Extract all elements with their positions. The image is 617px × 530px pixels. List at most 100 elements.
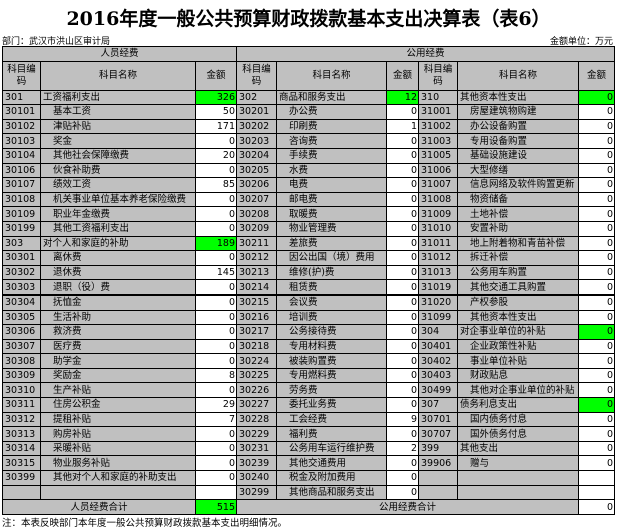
amount-cell: 0 (386, 177, 419, 193)
subject-code: 304 (418, 324, 458, 340)
code-header: 科目编码 (2, 60, 41, 91)
subject-code: 31006 (418, 162, 458, 179)
table-row: 30103 奖金 0 30203 咨询费 0 31003 专用设备购置 0 (2, 133, 615, 149)
subject-code: 30211 (236, 235, 277, 252)
subject-name: 对个人和家庭的补助 (40, 235, 196, 252)
expenditure-table: 人员经费 公用经费 科目编码 科目名称 金额 科目编码 科目名称 金额 科目编码… (2, 46, 615, 515)
amount-cell: 0 (195, 162, 237, 179)
amount-cell: 0 (195, 279, 237, 296)
subject-code: 30312 (2, 411, 41, 428)
subject-name: 其他对个人和家庭的补助支出 (40, 470, 196, 486)
subject-name: 土地补偿 (457, 206, 579, 222)
subject-code: 30102 (2, 118, 41, 135)
amount-cell: 0 (578, 455, 615, 472)
footnote: 注：本表反映部门本年度一般公共预算财政拨款基本支出明细情况。 (2, 518, 288, 529)
subject-code: 30227 (236, 397, 277, 413)
subject-code: 30401 (418, 338, 458, 355)
subject-code: 30213 (236, 264, 277, 281)
amount-cell: 0 (195, 250, 237, 266)
amount-cell: 0 (386, 250, 419, 266)
subject-name: 培训费 (276, 309, 387, 326)
amount-cell: 0 (578, 220, 615, 237)
subject-code: 30402 (418, 353, 458, 369)
amount-cell: 0 (386, 294, 419, 311)
subject-name: 伙食补助费 (40, 162, 196, 179)
subject-code: 30225 (236, 367, 277, 384)
amount-cell: 0 (578, 250, 615, 266)
subject-code: 30308 (2, 353, 41, 369)
amount-cell: 0 (386, 279, 419, 296)
subject-code: 31001 (418, 104, 458, 120)
amount-cell: 0 (386, 147, 419, 164)
subject-name: 职业年金缴费 (40, 206, 196, 222)
subject-code: 31003 (418, 133, 458, 149)
table-row: 301 工资福利支出 326 302 商品和服务支出 12 310 其他资本性支出 0 (2, 89, 615, 106)
amount-cell: 12 (386, 89, 419, 106)
amount-cell: 85 (195, 177, 237, 193)
subject-name: 工资福利支出 (40, 89, 196, 106)
subject-name: 物资储备 (457, 191, 579, 208)
subject-code: 30106 (2, 162, 41, 179)
subject-name: 税金及附加费用 (276, 470, 387, 486)
table-row: 30101 基本工资 50 30201 办公费 0 31001 房屋建筑物购建 0 (2, 104, 615, 120)
subject-name: 奖金 (40, 133, 196, 149)
amount-cell: 0 (195, 206, 237, 222)
amount-cell: 0 (386, 324, 419, 340)
amount-cell: 7 (195, 411, 237, 428)
amount-header: 金额 (195, 60, 237, 91)
amount-header: 金额 (386, 60, 419, 91)
subject-code: 31013 (418, 264, 458, 281)
subject-name: 信息网络及软件购置更新 (457, 177, 579, 193)
personnel-total-amount: 515 (195, 499, 237, 515)
amount-cell: 171 (195, 118, 237, 135)
table-row: 30315 物业服务补贴 0 30239 其他交通费用 0 39906 赠与 0 (2, 455, 615, 472)
subject-name: 机关事业单位基本养老保险缴费 (40, 191, 196, 208)
subject-code: 30231 (236, 440, 277, 457)
subject-name: 对企事业单位的补贴 (457, 324, 579, 340)
public-total-label: 公用经费合计 (236, 499, 579, 515)
amount-cell: 0 (195, 191, 237, 208)
amount-cell: 0 (578, 118, 615, 135)
subject-name: 差旅费 (276, 235, 387, 252)
table-row: 30106 伙食补助费 0 30205 水费 0 31006 大型修缮 0 (2, 162, 615, 179)
amount-cell: 0 (386, 353, 419, 369)
table-row: 30307 医疗费 0 30218 专用材料费 0 30401 企业政策性补贴 0 (2, 338, 615, 355)
amount-cell: 0 (578, 177, 615, 193)
subject-name: 其他资本性支出 (457, 89, 579, 106)
amount-cell: 0 (578, 397, 615, 413)
amount-cell: 0 (578, 324, 615, 340)
table-row: 30311 住房公积金 29 30227 委托业务费 0 307 债务利息支出 0 (2, 397, 615, 413)
subject-name: 债务利息支出 (457, 397, 579, 413)
table-row: 30305 生活补助 0 30216 培训费 0 31099 其他资本性支出 0 (2, 309, 615, 326)
amount-cell: 0 (578, 264, 615, 281)
amount-cell: 20 (195, 147, 237, 164)
subject-code: 30303 (2, 279, 41, 296)
table-row: 30302 退休费 145 30213 维修(护)费 0 31013 公务用车购置 0 (2, 264, 615, 281)
subject-name: 产权参股 (457, 294, 579, 311)
subject-code: 30701 (418, 411, 458, 428)
subject-code: 31011 (418, 235, 458, 252)
table-row: 303 对个人和家庭的补助 189 30211 差旅费 0 31011 地上附着物和青苗补偿 0 (2, 235, 615, 252)
subject-name: 津贴补贴 (40, 118, 196, 135)
amount-cell: 0 (386, 309, 419, 326)
subject-code (418, 470, 458, 486)
subject-code: 30229 (236, 426, 277, 442)
amount-cell (195, 484, 237, 501)
subject-code: 30313 (2, 426, 41, 442)
subject-name: 拆迁补偿 (457, 250, 579, 266)
subject-name: 其他资本性支出 (457, 309, 579, 326)
subject-code: 30314 (2, 440, 41, 457)
personnel-total-label: 人员经费合计 (2, 499, 196, 515)
code-header: 科目编码 (418, 60, 458, 91)
amount-cell: 0 (578, 411, 615, 428)
department-label: 部门：武汉市洪山区审计局 (2, 37, 111, 47)
amount-cell: 326 (195, 89, 237, 106)
subject-name: 其他交通费用 (276, 455, 387, 472)
amount-cell: 50 (195, 104, 237, 120)
subject-code: 31099 (418, 309, 458, 326)
subject-name: 提租补贴 (40, 411, 196, 428)
subject-name: 被装购置费 (276, 353, 387, 369)
subject-name: 咨询费 (276, 133, 387, 149)
amount-cell: 0 (578, 206, 615, 222)
amount-cell: 0 (386, 382, 419, 399)
